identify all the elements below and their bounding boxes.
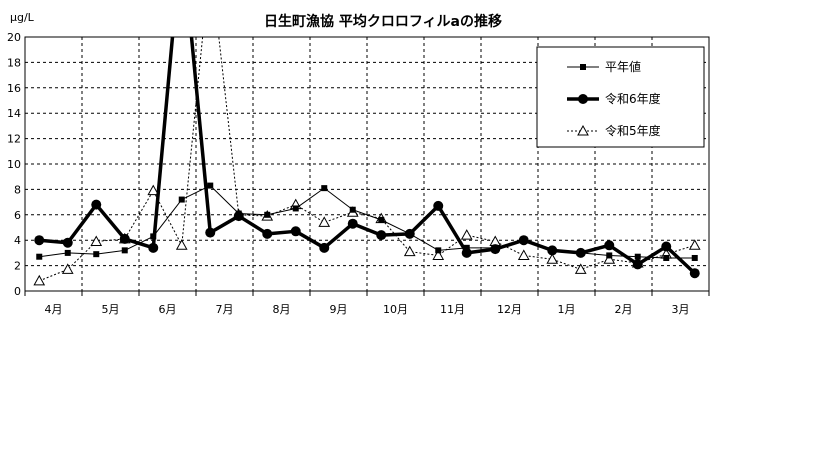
- x-tick-label: 3月: [672, 303, 690, 316]
- data-point: [574, 263, 587, 274]
- data-point: [321, 185, 328, 192]
- x-tick-label: 8月: [273, 303, 291, 316]
- data-point: [119, 233, 130, 244]
- data-point: [433, 200, 444, 211]
- y-tick-label: 8: [14, 183, 21, 196]
- data-point: [175, 239, 188, 250]
- x-tick-label: 2月: [615, 303, 633, 316]
- y-tick-label: 14: [7, 107, 21, 120]
- data-point: [292, 205, 299, 212]
- data-point: [403, 245, 416, 257]
- series-2: [34, 37, 700, 279]
- series: [33, 37, 701, 286]
- data-point: [603, 253, 616, 264]
- x-tick-label: 6月: [159, 303, 177, 316]
- data-point: [34, 235, 45, 246]
- y-tick-label: 16: [7, 82, 21, 95]
- data-point: [90, 235, 103, 246]
- data-point: [207, 182, 214, 189]
- data-point: [460, 229, 473, 240]
- data-point: [148, 242, 159, 253]
- data-point: [64, 249, 71, 256]
- data-point: [404, 228, 415, 239]
- y-tick-label: 18: [7, 56, 21, 69]
- data-point: [606, 252, 613, 259]
- legend-label: 令和6年度: [605, 91, 661, 106]
- data-point: [264, 211, 271, 218]
- y-tick-label: 0: [14, 285, 21, 298]
- data-point: [318, 216, 331, 227]
- y-tick-label: 20: [7, 31, 21, 44]
- y-tick-label: 2: [14, 260, 21, 273]
- x-tick-label: 10月: [383, 303, 408, 316]
- x-tick-label: 1月: [558, 303, 576, 316]
- data-point: [378, 216, 385, 223]
- x-tick-labels: 4月 5月 6月 7月 8月 9月 10月 11月 12月 1月 2月 3月: [45, 303, 690, 316]
- legend-label: 平年値: [605, 59, 641, 74]
- series-3: [33, 37, 701, 286]
- data-point: [546, 253, 559, 264]
- legend-label: 令和5年度: [605, 123, 661, 138]
- data-point: [661, 241, 672, 252]
- axes: [24, 36, 710, 296]
- data-point: [688, 239, 701, 250]
- x-tick-label: 5月: [102, 303, 120, 316]
- data-point: [463, 244, 470, 251]
- data-point: [147, 184, 160, 196]
- data-point: [435, 247, 442, 254]
- data-point: [376, 230, 387, 241]
- data-point: [319, 242, 330, 253]
- data-point: [33, 274, 46, 286]
- data-point: [518, 235, 529, 246]
- legend-marker: [578, 94, 588, 104]
- chart-title: 日生町漁協 平均クロロフィルaの推移: [264, 13, 502, 30]
- data-point: [290, 226, 301, 237]
- data-point: [604, 240, 615, 251]
- y-tick-label: 12: [7, 133, 21, 146]
- data-point: [691, 254, 698, 261]
- x-tick-label: 4月: [45, 303, 63, 316]
- data-point: [262, 228, 273, 239]
- y-tick-label: 4: [14, 234, 21, 247]
- x-tick-label: 9月: [330, 303, 348, 316]
- y-tick-label: 6: [14, 209, 21, 222]
- legend-marker: [577, 124, 589, 136]
- data-point: [432, 249, 445, 260]
- data-point: [663, 254, 670, 261]
- data-point: [93, 251, 100, 258]
- x-tick-label: 11月: [440, 303, 465, 316]
- data-point: [36, 253, 43, 260]
- x-tick-label: 12月: [497, 303, 522, 316]
- data-point: [575, 247, 586, 258]
- data-point: [233, 211, 244, 222]
- y-tick-labels: 0 2 4 6 8 10 12 14 16 18 20: [7, 31, 21, 298]
- data-point: [121, 247, 128, 254]
- legend-marker: [580, 64, 586, 70]
- legend-box: [536, 46, 705, 148]
- data-point: [347, 218, 358, 229]
- data-point: [461, 247, 472, 258]
- data-point: [178, 196, 185, 203]
- data-point: [61, 263, 74, 274]
- data-point: [689, 268, 700, 279]
- series-line: [39, 37, 695, 282]
- x-tick-label: 7月: [216, 303, 234, 316]
- data-point: [62, 237, 73, 248]
- data-point: [634, 253, 641, 260]
- data-point: [490, 244, 501, 255]
- y-tick-label: 10: [7, 158, 21, 171]
- data-point: [547, 245, 558, 256]
- plot-area-border: [24, 36, 710, 292]
- data-point: [205, 227, 216, 238]
- data-point: [349, 206, 356, 213]
- data-point: [517, 249, 530, 260]
- y-axis-unit-label: μg/L: [10, 11, 35, 24]
- data-point: [632, 259, 643, 270]
- data-point: [91, 199, 102, 210]
